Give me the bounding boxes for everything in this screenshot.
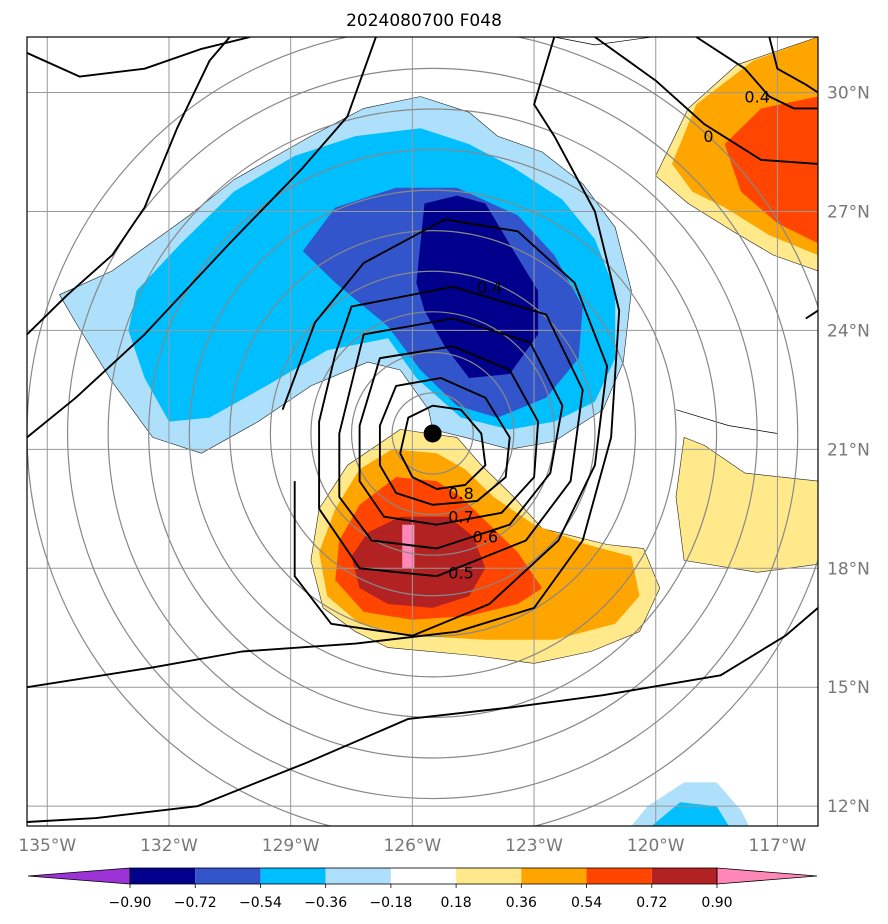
contour-line-9: [27, 37, 251, 78]
y-tick-label-5: 27°N: [827, 202, 870, 222]
storm-center-marker: [423, 424, 442, 443]
y-tick-label-3: 21°N: [827, 440, 870, 460]
colorbar-tick-label-6: 0.36: [506, 895, 537, 911]
contour-layer: [27, 37, 818, 823]
y-tick-label-6: 30°N: [827, 84, 870, 104]
colorbar-cell-2: [260, 868, 326, 884]
shaded-region-14: [651, 802, 729, 826]
contour-line-14: [805, 309, 818, 320]
range-ring-6: [148, 148, 718, 719]
x-tick-label-6: 117°W: [749, 836, 807, 856]
y-tick-label-0: 12°N: [827, 797, 870, 817]
x-tick-label-1: 132°W: [140, 836, 198, 856]
colorbar-cell-1: [195, 868, 261, 884]
contour-line-4: [318, 285, 584, 578]
contour-line-2: [358, 345, 540, 526]
x-tick-label-4: 123°W: [505, 836, 563, 856]
contour-label-0: 0.4: [477, 278, 502, 297]
plot-frame: [26, 36, 819, 827]
range-ring-3: [269, 270, 596, 597]
colorbar-tick-label-4: −0.18: [369, 895, 412, 911]
contour-line-11: [695, 37, 818, 110]
colorbar-tick-label-1: −0.72: [174, 895, 217, 911]
y-tick-label-1: 15°N: [827, 678, 870, 698]
grid-layer: [27, 37, 818, 826]
contour-line-1: [378, 377, 511, 506]
contour-line-0: [399, 404, 487, 490]
contour-label-6: 0: [703, 127, 713, 146]
y-tick-labels: 12°N 15°N 18°N 21°N 24°N 27°N 30°N: [827, 84, 870, 818]
range-ring-0: [391, 392, 474, 475]
colorbar-tick-label-2: −0.54: [239, 895, 282, 911]
contour-line-7: [27, 37, 377, 439]
contour-line-12: [594, 37, 818, 165]
x-tick-label-3: 126°W: [383, 836, 441, 856]
colorbar-cell-4: [390, 868, 457, 884]
range-ring-5: [188, 189, 677, 678]
shaded-region-3: [416, 195, 539, 378]
colorbar-extend-low: [27, 867, 131, 885]
contour-label-3: 0.6: [473, 528, 498, 547]
contour-label-2: 0.7: [448, 508, 473, 527]
colorbar-cell-8: [651, 868, 717, 884]
shaded-region-7: [351, 516, 486, 608]
x-tick-label-2: 129°W: [262, 836, 320, 856]
x-tick-labels: 135°W 132°W 129°W 126°W 123°W 120°W 117°W: [18, 836, 806, 856]
storm-center-layer: [423, 424, 442, 443]
map-panel: 0.4 0.8 0.70.60.5 0.4 0: [27, 37, 818, 826]
colorbar-cell-3: [325, 868, 391, 884]
colorbar-tick-label-0: −0.90: [109, 895, 152, 911]
range-ring-1: [350, 351, 515, 516]
range-rings-layer: [27, 37, 818, 826]
contour-line-13: [768, 37, 818, 94]
contour-label-1: 0.8: [448, 484, 473, 503]
colorbar-frame: [129, 867, 718, 885]
x-tick-label-0: 135°W: [18, 836, 76, 856]
x-tick-label-5: 120°W: [627, 836, 685, 856]
y-tick-label-4: 24°N: [827, 321, 870, 341]
thin-outline-layer: [554, 37, 778, 434]
contour-line-10: [27, 607, 818, 823]
thin-outline-0: [554, 37, 652, 46]
chart-title: 2024080700 F048: [346, 11, 502, 31]
colorbar-tick-label-8: 0.72: [636, 895, 667, 911]
y-tick-label-2: 18°N: [827, 559, 870, 579]
contour-line-5: [281, 218, 609, 637]
contour-line-3: [338, 317, 564, 550]
colorbar-cell-5: [456, 868, 522, 884]
range-ring-4: [229, 230, 637, 637]
shaded-region-8: [402, 524, 415, 569]
colorbar: −0.90 −0.72 −0.54 −0.36 −0.18 0.18 0.36 0.54 0.7…: [27, 867, 818, 911]
colorbar-tick-label-9: 0.90: [701, 895, 732, 911]
colorbar-cell-6: [521, 868, 587, 884]
colorbar-tick-label-3: −0.36: [304, 895, 347, 911]
colorbar-cell-7: [586, 868, 652, 884]
contour-line-6: [27, 37, 621, 689]
colorbar-tick-label-7: 0.54: [571, 895, 602, 911]
thin-outline-1: [675, 409, 778, 434]
range-ring-2: [310, 311, 555, 556]
colorbar-extend-high: [716, 867, 818, 885]
contour-label-layer: 0.4 0.8 0.70.60.5 0.4 0: [448, 87, 770, 582]
shaded-region-11: [724, 96, 818, 244]
contour-label-5: 0.4: [744, 87, 769, 106]
contour-label-4: 0.5: [448, 563, 473, 582]
range-ring-8: [66, 67, 799, 800]
range-ring-7: [107, 108, 758, 759]
contour-line-8: [27, 37, 231, 336]
colorbar-cell-0: [130, 868, 196, 884]
colorbar-tick-label-5: 0.18: [441, 895, 472, 911]
